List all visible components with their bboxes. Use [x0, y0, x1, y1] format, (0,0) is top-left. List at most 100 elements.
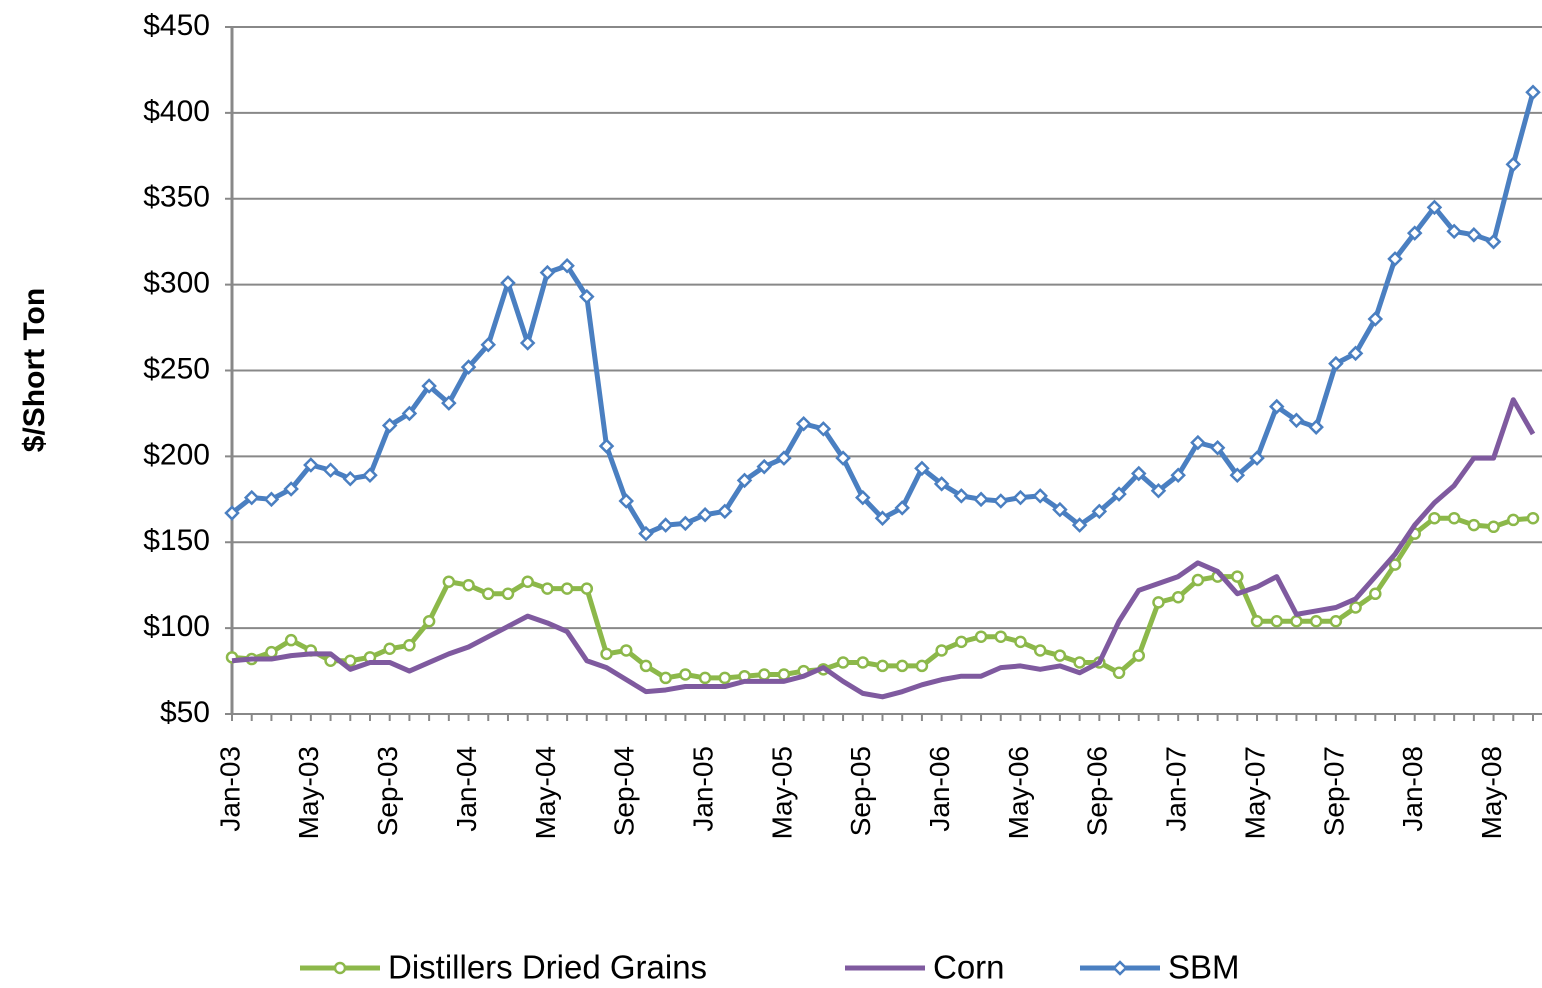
data-point — [1526, 511, 1540, 525]
data-point — [1209, 440, 1226, 456]
data-point — [973, 491, 989, 508]
x-tick-label: Sep-04 — [609, 746, 640, 836]
x-tick-label: May-07 — [1239, 746, 1270, 839]
data-point — [1091, 503, 1108, 520]
x-tick-label: Sep-06 — [1082, 746, 1113, 836]
data-point — [836, 656, 850, 669]
data-point — [717, 503, 733, 520]
data-point — [1073, 656, 1086, 669]
data-point — [677, 515, 694, 532]
x-tick-label: May-08 — [1476, 746, 1507, 839]
x-tick-label: Jan-06 — [924, 746, 955, 832]
data-point — [1309, 615, 1323, 628]
x-tick-label: May-06 — [1003, 746, 1034, 839]
data-point — [284, 633, 298, 647]
data-point — [1369, 587, 1382, 601]
data-point — [697, 507, 713, 523]
y-tick-label: $100 — [143, 610, 210, 643]
data-point — [422, 615, 436, 628]
data-point — [1249, 450, 1265, 466]
data-point — [322, 462, 339, 478]
x-tick-label: Jan-03 — [214, 746, 245, 832]
data-point — [559, 257, 575, 274]
legend-label: SBM — [1168, 949, 1240, 986]
data-point — [815, 421, 832, 437]
data-point — [580, 582, 594, 595]
data-point — [953, 488, 970, 504]
data-point — [1505, 156, 1522, 173]
data-point — [657, 517, 674, 533]
data-point — [639, 659, 653, 673]
data-point — [482, 587, 495, 601]
data-point — [283, 481, 299, 497]
data-point — [1428, 511, 1441, 525]
data-point — [362, 467, 378, 484]
data-point — [342, 470, 359, 487]
x-tick-label: Jan-07 — [1161, 746, 1192, 832]
y-axis-label: $/Short Ton — [18, 288, 51, 452]
data-point — [1406, 225, 1423, 241]
series-line — [230, 91, 1536, 537]
data-point — [776, 450, 792, 466]
data-point — [638, 525, 654, 542]
data-point — [915, 659, 929, 673]
data-point — [460, 359, 477, 375]
data-point — [1053, 649, 1067, 662]
data-point — [1329, 615, 1343, 628]
data-point — [1033, 644, 1047, 657]
y-tick-label: $150 — [143, 524, 210, 557]
data-point — [1467, 518, 1481, 532]
data-point — [1111, 486, 1127, 502]
data-point — [265, 645, 278, 659]
legend-marker — [333, 961, 347, 975]
x-tick-label: Jan-04 — [451, 746, 482, 832]
data-point — [1112, 666, 1126, 680]
series-line — [231, 397, 1536, 700]
x-tick-label: Jan-05 — [687, 746, 718, 832]
y-tick-label: $300 — [143, 267, 210, 300]
data-point — [1190, 434, 1206, 451]
x-tick-label: May-03 — [293, 746, 324, 839]
data-point — [403, 639, 416, 652]
data-point — [560, 582, 574, 595]
data-point — [1250, 615, 1264, 628]
data-point — [835, 450, 851, 466]
data-point — [243, 489, 260, 506]
data-point — [500, 275, 516, 291]
data-point — [1130, 465, 1147, 482]
y-tick-label: $350 — [143, 181, 210, 214]
data-point — [618, 493, 635, 509]
data-point — [894, 500, 910, 516]
data-point — [993, 493, 1009, 509]
data-point — [519, 335, 536, 351]
data-point — [1288, 412, 1305, 429]
data-point — [1367, 311, 1384, 327]
data-point — [381, 417, 398, 434]
y-tick-label: $200 — [143, 438, 210, 471]
data-point — [1150, 482, 1167, 499]
data-point — [1052, 501, 1068, 518]
y-tick-label: $400 — [143, 95, 210, 128]
data-point — [914, 460, 930, 477]
data-point — [1387, 251, 1403, 267]
y-tick-label: $250 — [143, 352, 210, 385]
data-point — [756, 458, 772, 475]
data-point — [874, 510, 891, 526]
data-point — [598, 438, 615, 454]
x-tick-label: May-04 — [530, 746, 561, 839]
data-point — [1012, 489, 1029, 506]
data-point — [303, 457, 319, 473]
data-point — [579, 288, 595, 305]
data-point — [1191, 573, 1205, 587]
data-point — [401, 405, 418, 422]
data-point — [263, 491, 280, 508]
data-point — [994, 630, 1008, 643]
data-point — [1308, 419, 1324, 435]
data-point — [1152, 596, 1165, 609]
data-point — [442, 575, 456, 589]
legend-label: Corn — [933, 949, 1005, 986]
data-point — [1032, 488, 1048, 504]
data-point — [1485, 233, 1502, 250]
data-point — [1349, 601, 1362, 614]
x-tick-label: May-05 — [766, 746, 797, 839]
